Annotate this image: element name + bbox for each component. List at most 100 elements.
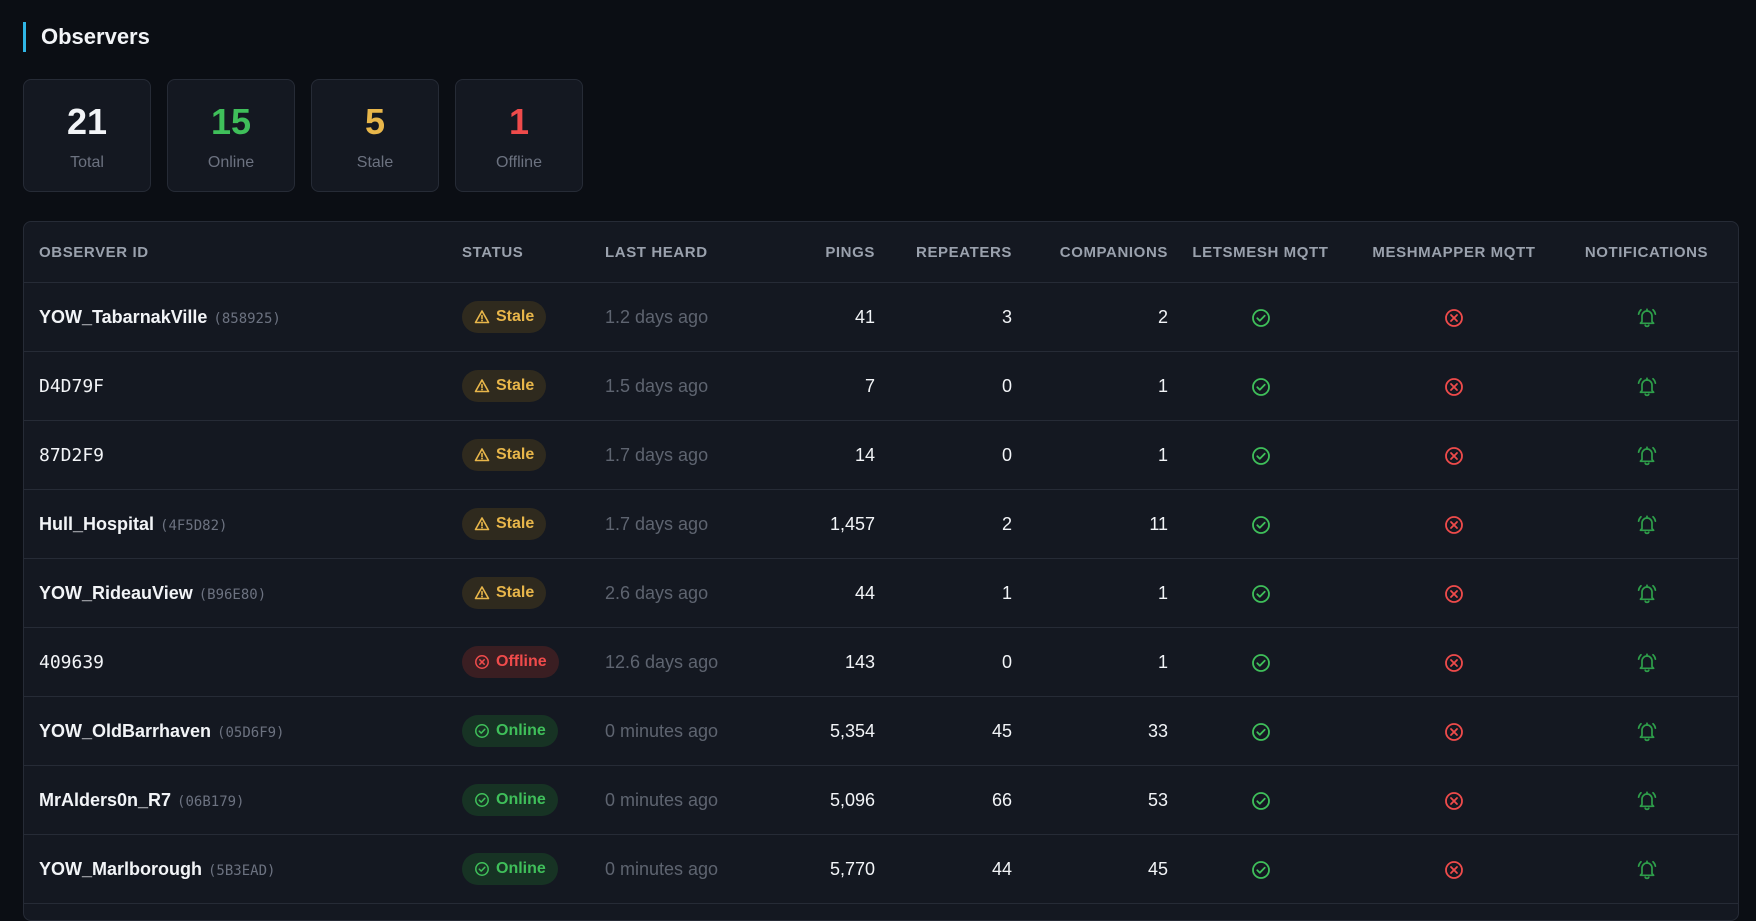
observer-hex-id: (05D6F9): [217, 724, 285, 741]
observers-table-card: OBSERVER ID STATUS LAST HEARD PINGS REPE…: [23, 221, 1739, 921]
observer-name[interactable]: MrAlders0n_R7: [39, 789, 172, 810]
notifications-cell: [1555, 558, 1738, 628]
observer-name[interactable]: YOW_Marlborough: [39, 858, 202, 879]
status-cell: Stale: [462, 558, 605, 628]
warning-icon: [474, 308, 490, 326]
x-circle-icon: [1444, 444, 1464, 465]
companions-count: 1: [1012, 420, 1168, 490]
table-row[interactable]: YOW_OldBarrhaven (05D6F9) Online 0 minutes …: [24, 696, 1738, 766]
bell-ringing-icon[interactable]: [1635, 789, 1659, 811]
table-row[interactable]: MrAlders0n_R7 (06B179) Online 0 minutes ago…: [24, 765, 1738, 835]
table-row[interactable]: YOW_TabarnakVille (858925) Stale 1.2 days a…: [24, 282, 1738, 352]
repeaters-count: 2: [875, 489, 1012, 559]
meshmapper-status: [1353, 489, 1555, 559]
companions-count: 45: [1012, 834, 1168, 904]
pings-count: 143: [755, 627, 875, 697]
notifications-cell: [1555, 627, 1738, 697]
x-circle-icon: [1444, 720, 1464, 741]
observer-name[interactable]: YOW_RideauView: [39, 582, 193, 603]
bell-ringing-icon[interactable]: [1635, 375, 1659, 397]
letsmesh-status: [1168, 765, 1353, 835]
col-repeaters[interactable]: REPEATERS: [875, 222, 1012, 283]
status-badge: Stale: [462, 439, 547, 471]
stat-value: 1: [508, 101, 530, 142]
stats-row: 21 Total 15 Online 5 Stale 1 Offline: [23, 79, 583, 192]
x-circle-icon: [1444, 375, 1464, 396]
bell-ringing-icon[interactable]: [1635, 306, 1659, 328]
check-circle-icon: [1251, 720, 1271, 741]
table-body: YOW_TabarnakVille (858925) Stale 1.2 days a…: [24, 282, 1738, 904]
x-circle-icon: [1444, 651, 1464, 672]
notifications-cell: [1555, 765, 1738, 835]
letsmesh-status: [1168, 627, 1353, 697]
observer-id-cell: YOW_TabarnakVille (858925): [24, 282, 462, 352]
last-heard: 1.7 days ago: [605, 420, 755, 490]
col-status[interactable]: STATUS: [462, 222, 605, 283]
bell-ringing-icon[interactable]: [1635, 651, 1659, 673]
observer-hex-id: (4F5D82): [160, 517, 228, 534]
status-badge: Online: [462, 853, 558, 885]
bell-ringing-icon[interactable]: [1635, 513, 1659, 535]
bell-ringing-icon[interactable]: [1635, 444, 1659, 466]
observer-id-cell: YOW_RideauView (B96E80): [24, 558, 462, 628]
last-heard: 0 minutes ago: [605, 765, 755, 835]
observer-name[interactable]: YOW_TabarnakVille: [39, 306, 208, 327]
col-pings[interactable]: PINGS: [755, 222, 875, 283]
bell-ringing-icon[interactable]: [1635, 720, 1659, 742]
stat-value: 15: [210, 101, 252, 142]
observer-id-cell: Hull_Hospital (4F5D82): [24, 489, 462, 559]
observers-table: OBSERVER ID STATUS LAST HEARD PINGS REPE…: [24, 222, 1738, 904]
observer-id-cell: YOW_OldBarrhaven (05D6F9): [24, 696, 462, 766]
status-label: Stale: [496, 446, 535, 463]
notifications-cell: [1555, 834, 1738, 904]
letsmesh-status: [1168, 834, 1353, 904]
observers-page: Observers 21 Total 15 Online 5 Stale 1 O…: [23, 22, 1739, 921]
observer-name[interactable]: YOW_OldBarrhaven: [39, 720, 212, 741]
online-check-icon: [474, 722, 490, 740]
companions-count: 1: [1012, 627, 1168, 697]
check-circle-icon: [1251, 789, 1271, 810]
table-header-row: OBSERVER ID STATUS LAST HEARD PINGS REPE…: [24, 222, 1738, 283]
observer-name[interactable]: 87D2F9: [39, 444, 105, 466]
col-observer-id[interactable]: OBSERVER ID: [24, 222, 462, 283]
repeaters-count: 45: [875, 696, 1012, 766]
col-letsmesh-mqtt[interactable]: LETSMESH MQTT: [1168, 222, 1353, 283]
observer-name[interactable]: 409639: [39, 651, 105, 673]
status-label: Stale: [496, 377, 535, 394]
pings-count: 1,457: [755, 489, 875, 559]
meshmapper-status: [1353, 765, 1555, 835]
status-cell: Online: [462, 834, 605, 904]
table-row[interactable]: YOW_RideauView (B96E80) Stale 2.6 days ago 4…: [24, 558, 1738, 628]
table-row[interactable]: 87D2F9 Stale 1.7 days ago 14 0 1: [24, 420, 1738, 490]
table-row[interactable]: YOW_Marlborough (5B3EAD) Online 0 minutes a…: [24, 834, 1738, 904]
table-row[interactable]: 409639 Offline 12.6 days ago 143 0 1: [24, 627, 1738, 697]
table-row[interactable]: Hull_Hospital (4F5D82) Stale 1.7 days ago 1,…: [24, 489, 1738, 559]
pings-count: 41: [755, 282, 875, 352]
pings-count: 14: [755, 420, 875, 490]
col-last-heard[interactable]: LAST HEARD: [605, 222, 755, 283]
observer-name[interactable]: Hull_Hospital: [39, 513, 155, 534]
stat-value: 21: [66, 101, 108, 142]
bell-ringing-icon[interactable]: [1635, 858, 1659, 880]
check-circle-icon: [1251, 858, 1271, 879]
col-meshmapper-mqtt[interactable]: MESHMAPPER MQTT: [1353, 222, 1555, 283]
status-badge: Stale: [462, 577, 547, 609]
col-notifications[interactable]: NOTIFICATIONS: [1555, 222, 1738, 283]
warning-icon: [474, 584, 490, 602]
status-badge: Online: [462, 715, 558, 747]
companions-count: 11: [1012, 489, 1168, 559]
status-label: Offline: [496, 653, 547, 670]
col-companions[interactable]: COMPANIONS: [1012, 222, 1168, 283]
observer-hex-id: (5B3EAD): [208, 862, 276, 879]
meshmapper-status: [1353, 282, 1555, 352]
companions-count: 33: [1012, 696, 1168, 766]
companions-count: 2: [1012, 282, 1168, 352]
warning-icon: [474, 377, 490, 395]
status-cell: Online: [462, 765, 605, 835]
last-heard: 0 minutes ago: [605, 696, 755, 766]
bell-ringing-icon[interactable]: [1635, 582, 1659, 604]
table-row[interactable]: D4D79F Stale 1.5 days ago 7 0 1: [24, 351, 1738, 421]
x-circle-icon: [1444, 582, 1464, 603]
status-cell: Online: [462, 696, 605, 766]
observer-name[interactable]: D4D79F: [39, 375, 105, 397]
